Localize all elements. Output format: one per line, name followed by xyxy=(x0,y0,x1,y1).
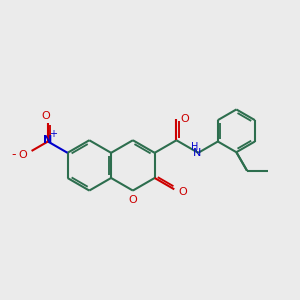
Text: N: N xyxy=(43,135,52,145)
Text: O: O xyxy=(41,111,50,122)
Text: O: O xyxy=(179,187,188,197)
Text: -: - xyxy=(12,148,16,161)
Text: O: O xyxy=(128,195,137,205)
Text: O: O xyxy=(181,114,190,124)
Text: N: N xyxy=(193,148,201,158)
Text: +: + xyxy=(50,129,57,139)
Text: H: H xyxy=(191,142,198,152)
Text: O: O xyxy=(18,150,27,160)
